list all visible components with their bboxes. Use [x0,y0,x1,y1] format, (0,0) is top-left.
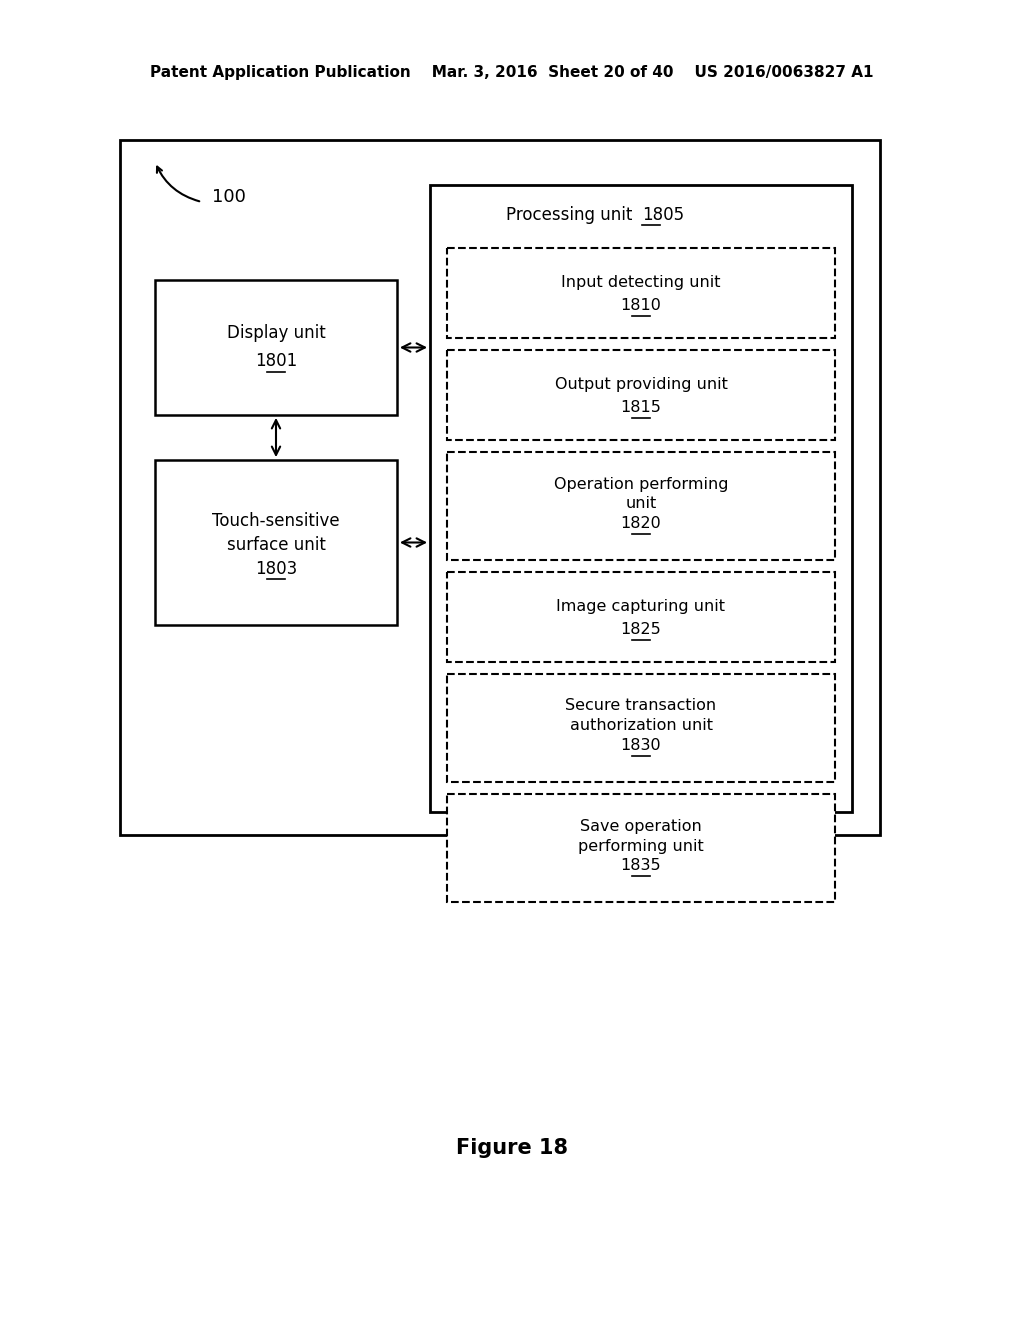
Text: unit: unit [626,496,656,511]
Bar [447,350,835,440]
Text: 1815: 1815 [621,400,662,416]
Bar [447,675,835,781]
Text: Figure 18: Figure 18 [456,1138,568,1158]
Text: 1805: 1805 [642,206,684,224]
Bar [447,248,835,338]
Text: 1803: 1803 [255,560,297,578]
Bar [120,140,880,836]
Bar [447,795,835,902]
Text: Patent Application Publication    Mar. 3, 2016  Sheet 20 of 40    US 2016/006382: Patent Application Publication Mar. 3, 2… [151,65,873,79]
Text: surface unit: surface unit [226,536,326,553]
Bar [447,572,835,663]
Text: 1835: 1835 [621,858,662,874]
Text: Image capturing unit: Image capturing unit [556,598,725,614]
Text: authorization unit: authorization unit [569,718,713,734]
Text: Secure transaction: Secure transaction [565,698,717,714]
Bar [155,280,397,414]
Text: 1820: 1820 [621,516,662,532]
Text: performing unit: performing unit [579,838,703,854]
Bar [447,451,835,560]
Text: Input detecting unit: Input detecting unit [561,275,721,289]
Text: 1801: 1801 [255,352,297,371]
Text: 1810: 1810 [621,298,662,314]
Bar [155,459,397,624]
Text: Output providing unit: Output providing unit [555,376,727,392]
Bar [430,185,852,812]
Text: 1830: 1830 [621,738,662,754]
Text: 100: 100 [212,187,246,206]
Text: Display unit: Display unit [226,325,326,342]
Text: Processing unit: Processing unit [507,206,638,224]
Text: Save operation: Save operation [581,818,701,833]
Text: Operation performing: Operation performing [554,477,728,491]
Text: 1825: 1825 [621,623,662,638]
Text: Touch-sensitive: Touch-sensitive [212,511,340,529]
